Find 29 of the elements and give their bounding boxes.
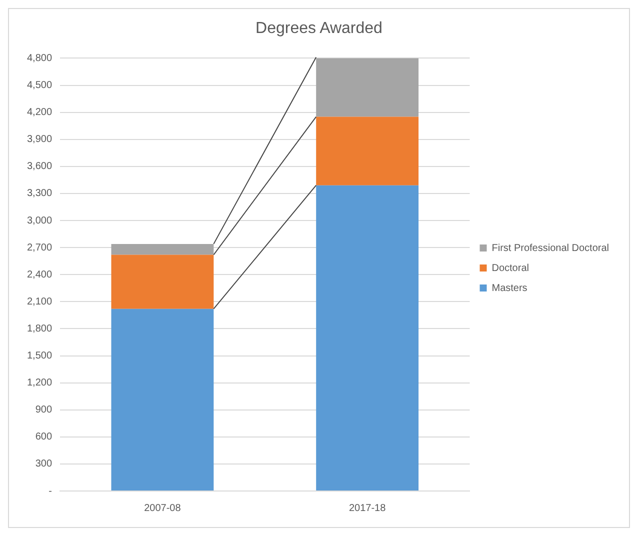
y-tick-label: 4,200 [26,107,52,118]
legend-label: Doctoral [492,262,529,274]
bar [316,185,419,490]
y-tick-label: - [48,486,52,497]
y-tick-label: 2,400 [26,269,52,280]
y-tick-label: 3,300 [26,188,52,200]
y-tick-label: 600 [35,432,52,443]
y-tick-label: 4,500 [26,80,52,91]
y-tick-label: 4,800 [26,52,52,64]
y-tick-label: 2,100 [26,296,52,308]
bar [111,244,214,255]
legend-label: First Professional Doctoral [492,242,610,254]
bar [111,308,214,490]
bar [111,254,214,309]
y-tick-label: 1,200 [26,378,52,389]
legend-label: Masters [492,282,528,294]
x-tick-label: 2017-18 [348,502,386,514]
x-tick-label: 2007-08 [144,502,182,514]
y-tick-label: 2,700 [26,242,52,254]
chart-title: Degrees Awarded [256,20,382,38]
y-tick-label: 1,800 [26,323,52,334]
bar [316,116,419,186]
bar [316,58,419,117]
y-tick-label: 300 [35,458,52,470]
y-tick-label: 3,900 [26,134,52,146]
y-tick-label: 1,500 [26,350,52,362]
y-tick-label: 3,000 [26,215,52,226]
y-tick-label: 900 [35,404,52,416]
y-tick-label: 3,600 [26,161,52,172]
